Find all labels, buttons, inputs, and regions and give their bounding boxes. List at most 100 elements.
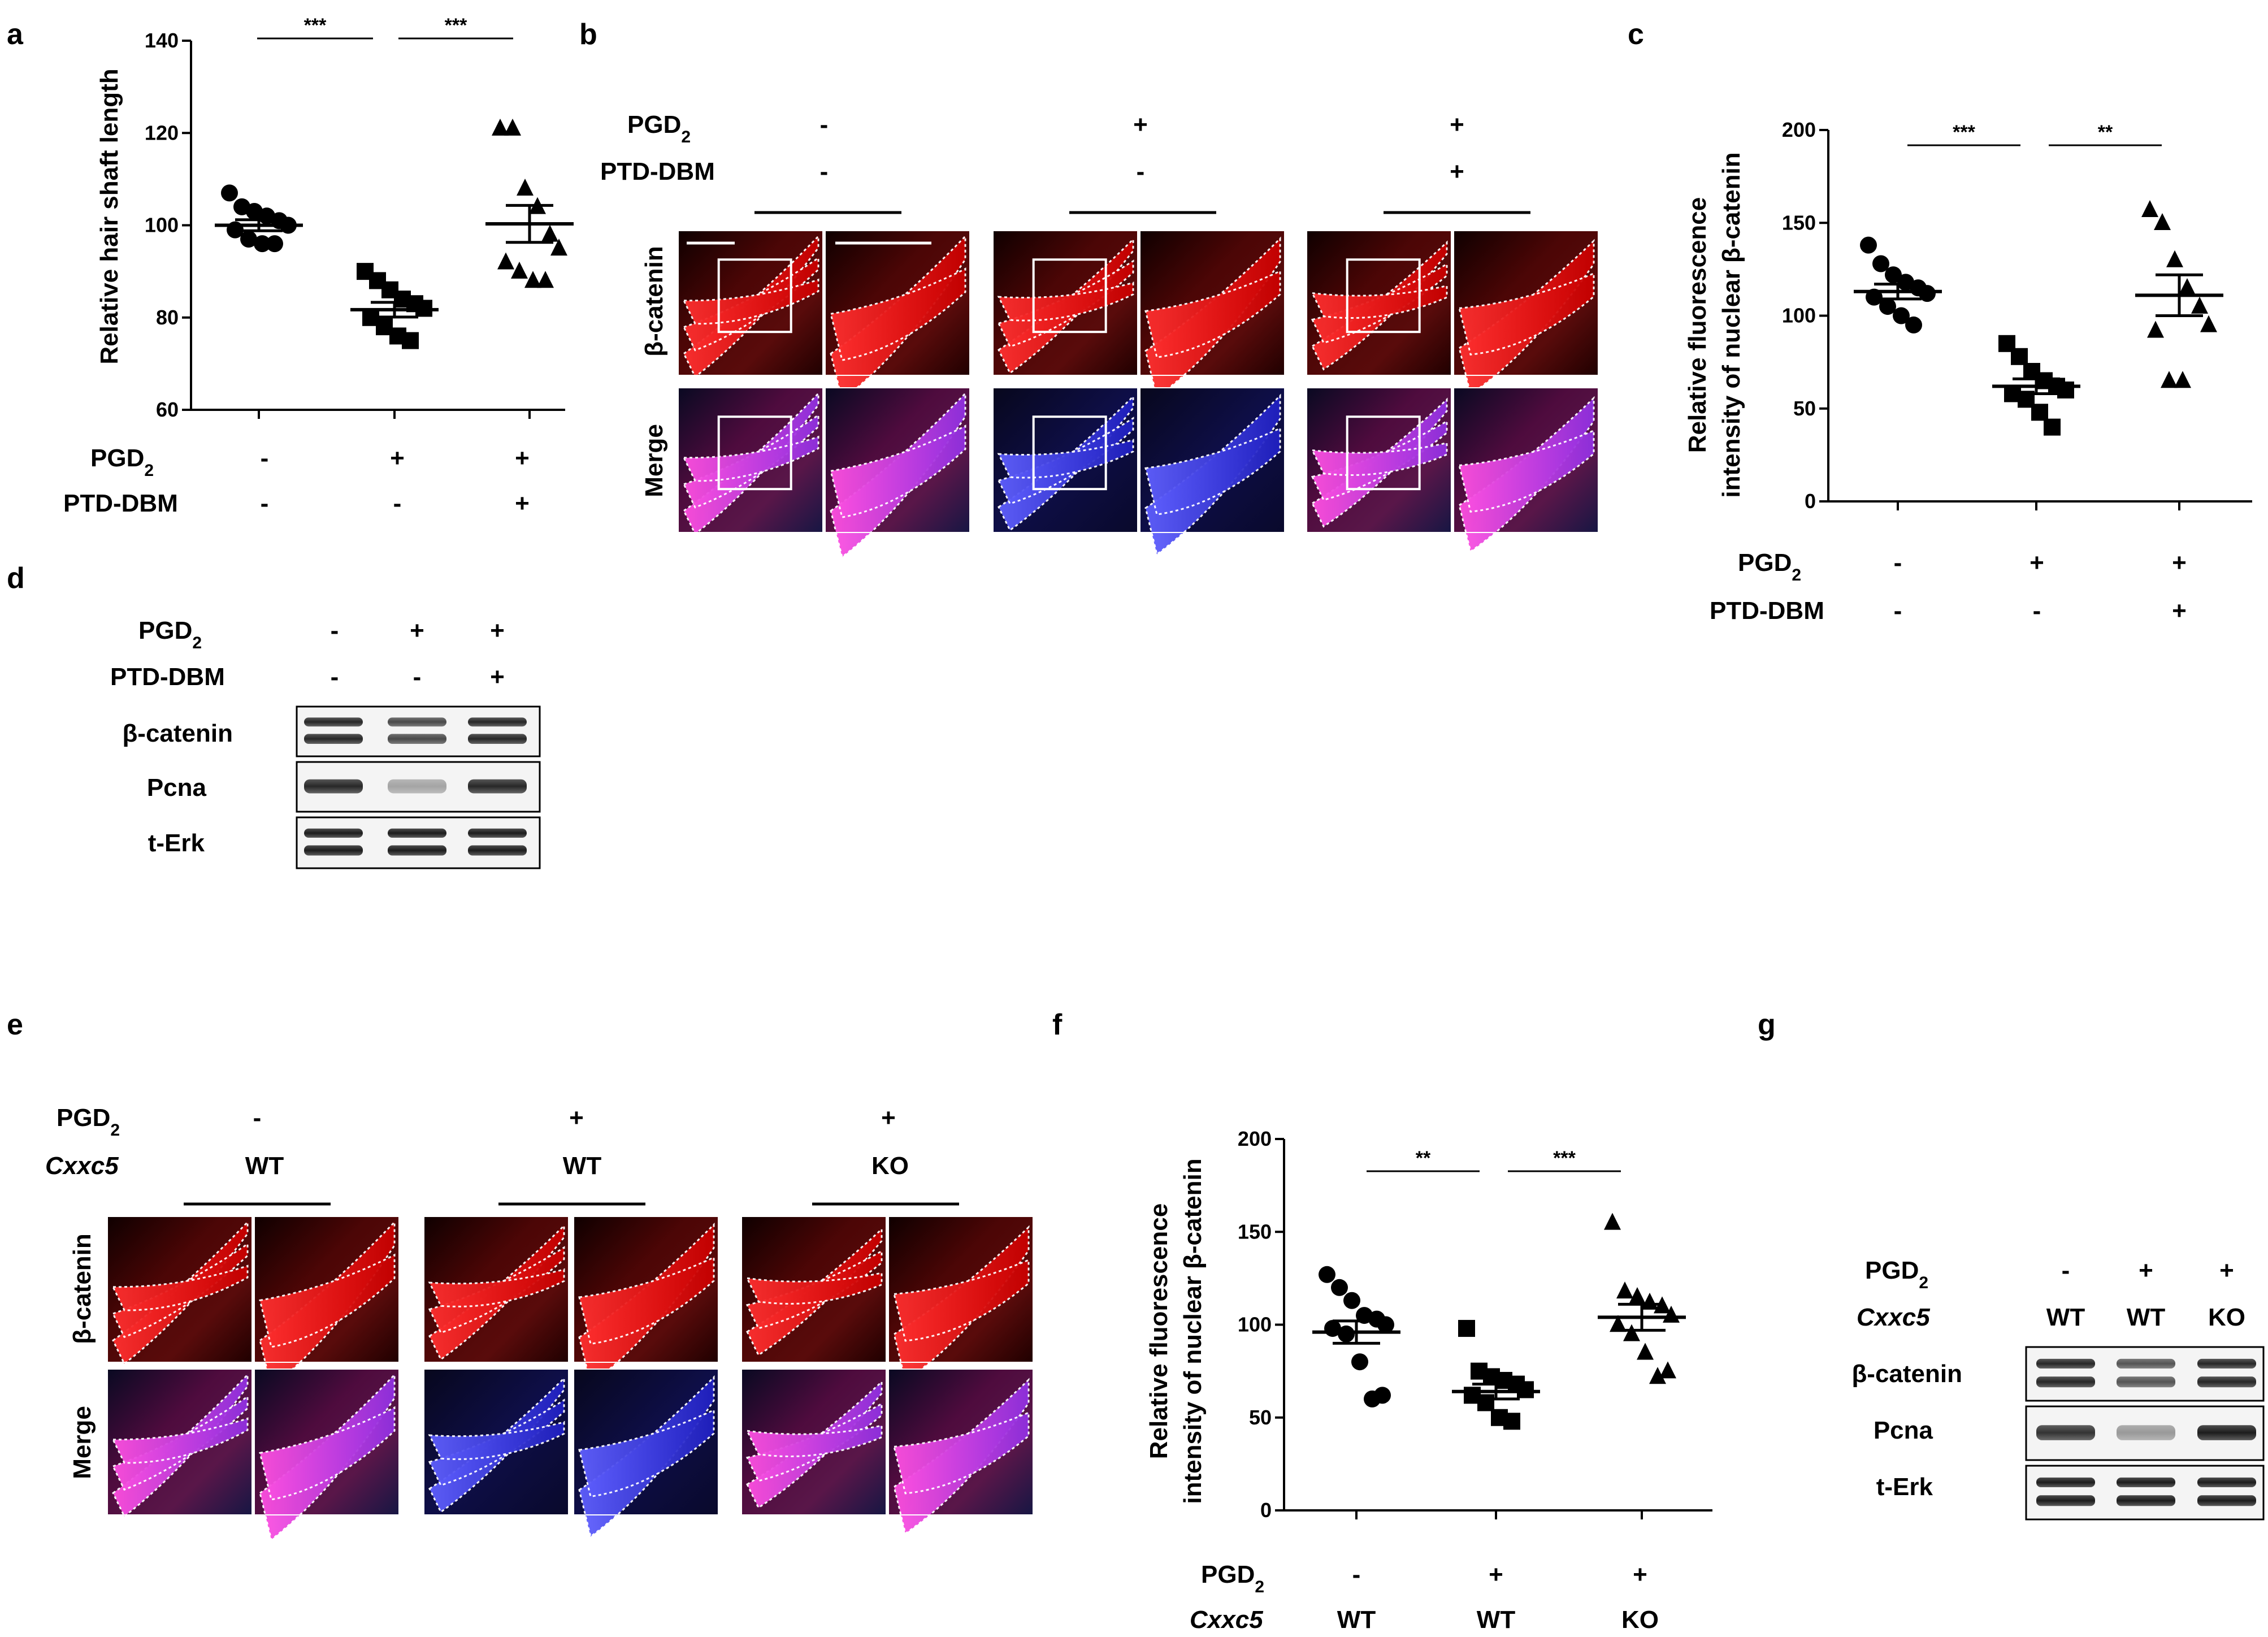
hair-follicle [893,1411,1030,1495]
micrograph-tile [423,1369,569,1515]
panel-g-conditions: PGD2 Cxxc5 - + + WT WT KO β-catenin Pcna… [1851,1257,2245,1501]
hair-follicle [428,1421,565,1460]
hair-follicle [682,278,819,325]
panel-g-cond-cxxc5: Cxxc5 [1857,1303,1930,1331]
data-point [1604,1212,1621,1230]
panel-g-blot-label-terk: t-Erk [1876,1473,1933,1501]
panel-e-row-label-merge: Merge [68,1406,96,1479]
y-tick-label: 0 [1805,490,1816,513]
blot-band [388,734,446,744]
data-point [2174,371,2191,388]
hair-follicle [1458,429,1595,513]
data-point [2166,250,2183,267]
blot-band [2036,1477,2095,1487]
panel-g-val-0-0: - [2062,1257,2070,1284]
hair-follicle [1311,284,1448,319]
chart-c-val-0-0: - [1894,549,1902,577]
tile-border [107,1216,253,1363]
data-point [1331,1279,1348,1296]
chart-c-conditions: PGD2 PTD-DBM - + + - - + [1710,549,2187,625]
hair-follicle [1458,272,1595,356]
blot-band [468,734,527,744]
chart-c-val-1-0: - [1894,597,1902,625]
panel-e-val-0-1: + [569,1104,584,1132]
hair-follicle [830,267,966,361]
hair-follicle [578,1256,715,1345]
tile-border [573,1369,719,1515]
blot-strip [2025,1465,2265,1521]
panel-d-val-0-2: + [490,617,505,644]
panel-e-val-1-2: KO [871,1152,909,1180]
tile-border [1453,230,1599,376]
blot-band [388,845,446,856]
panel-g-blot-label-pcna: Pcna [1874,1417,1933,1444]
blot-band [2197,1376,2256,1388]
panel-label-e: e [7,1008,23,1041]
data-point [1377,1316,1394,1333]
y-tick-label: 0 [1260,1499,1272,1522]
panel-d-blot-label-pcna: Pcna [147,774,207,802]
panel-e-val-1-0: WT [245,1152,284,1180]
panel-d-conditions: PGD2 PTD-DBM - + + - - + β-catenin Pcna … [110,617,505,857]
tile-border [423,1216,569,1363]
data-point [1338,1325,1355,1342]
data-point [1659,1361,1676,1379]
panel-b-cond-pgd2: PGD2 [627,111,691,146]
chart-a-val-0-1: + [390,444,405,472]
hair-follicle [1311,441,1448,476]
chart-f-val-1-1: WT [1477,1606,1516,1634]
data-point [402,332,419,349]
tile-border [254,1216,400,1363]
data-point [2179,278,2196,295]
blot-band [304,845,363,856]
chart-a: 60 80 100 120 140 *** *** [145,15,574,421]
blot-band [304,779,363,794]
chart-f-conditions: PGD2 Cxxc5 - + + WT WT KO [1190,1561,1659,1634]
panel-e-row-label-bcatenin: β-catenin [68,1233,96,1344]
blot-band [2197,1495,2256,1506]
blot-strip [2025,1405,2265,1461]
data-point [497,252,514,270]
blot-membrane [2025,1346,2265,1402]
panel-b-conditions: PGD2 PTD-DBM - + + - - + [600,111,1530,214]
tile-border [825,230,970,376]
micrograph-tile [1453,230,1599,396]
data-point [1860,236,1877,254]
chart-a-val-1-1: - [393,490,402,517]
hair-follicle [893,1258,1030,1342]
chart-c-val-1-1: - [2033,597,2041,625]
data-point [1374,1387,1391,1404]
data-point [2057,381,2074,399]
chart-a-ylabel: Relative hair shaft length [96,68,123,364]
chart-c-ylabel-1: Relative fluorescence [1684,197,1711,453]
micrograph-tile [254,1216,400,1389]
panel-d-cond-pgd2: PGD2 [138,617,202,652]
y-tick-label: 80 [156,306,179,329]
panel-b-row-label-merge: Merge [640,424,668,497]
chart-c-val-0-1: + [2030,549,2044,577]
chart-f-val-0-2: + [1633,1561,1647,1588]
data-point [2044,418,2061,436]
hair-follicle [1144,427,1281,516]
chart-f-val-1-0: WT [1337,1606,1376,1634]
micrograph-tile [825,230,970,402]
panel-d-western-blots [296,705,541,869]
panel-d-val-1-2: + [490,663,505,691]
chart-c-cond-ptd-dbm: PTD-DBM [1710,597,1824,625]
hair-follicle [682,435,819,482]
data-point [1319,1266,1335,1283]
blot-membrane [296,816,541,869]
micrograph-tile [1139,230,1285,399]
hair-follicle [111,1417,249,1464]
data-point [492,118,509,136]
micrograph-tile [573,1369,719,1538]
chart-c-ylabel-2: intensity of nuclear β-catenin [1718,152,1745,497]
blot-band [2117,1495,2175,1506]
blot-band [2036,1376,2095,1388]
panel-b-micrographs [678,230,1599,559]
blot-band [2036,1358,2095,1369]
hair-follicle [578,1409,715,1498]
panel-d-blot-label-terk: t-Erk [148,829,205,857]
micrograph-tile [992,230,1138,376]
